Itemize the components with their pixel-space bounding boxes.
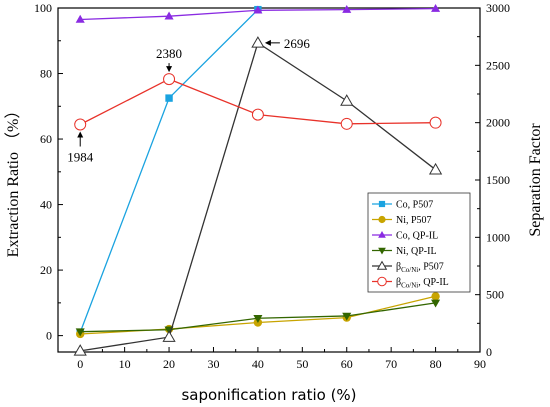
legend-box [367, 192, 471, 293]
x-tick-label: 80 [430, 357, 442, 371]
y-right-tick-label: 2500 [486, 58, 510, 72]
x-tick-label: 60 [341, 357, 353, 371]
y-right-tick-label: 1000 [486, 230, 510, 244]
legend-label: Co, QP-IL [396, 231, 438, 242]
y-left-tick-label: 60 [40, 132, 52, 146]
legend-swatch-marker [378, 231, 386, 238]
legend-swatch-marker [376, 260, 388, 270]
y-right-tick-label: 0 [486, 345, 492, 359]
data-point [75, 328, 85, 337]
series-co_qpil [75, 3, 441, 23]
data-point [431, 299, 441, 308]
y-right-tick-label: 3000 [486, 1, 510, 15]
y-left-axis-title: Extraction Ratio （%） [4, 103, 22, 258]
legend-item: βCo/Ni, P507 [372, 260, 444, 275]
legend-swatch-marker [378, 247, 386, 255]
x-tick-label: 30 [207, 357, 219, 371]
annotation-label: 2696 [284, 36, 311, 51]
legend-item: Co, QP-IL [372, 231, 438, 242]
data-point [431, 292, 440, 301]
data-point [342, 4, 352, 13]
x-tick-label: 40 [252, 357, 264, 371]
data-point [251, 36, 265, 48]
legend-label: βCo/Ni, P507 [396, 262, 444, 275]
axis-ticks: 0 10 20 30 40 50 60 70 80 90020406080100050010001… [34, 1, 510, 371]
data-point [253, 314, 263, 323]
legend-label: Ni, QP-IL [396, 246, 437, 257]
x-tick-label: 0 [77, 357, 83, 371]
data-point [253, 5, 263, 14]
annotation: 2380 [156, 46, 182, 73]
data-point [431, 3, 441, 12]
data-point [73, 344, 87, 356]
data-point [162, 330, 176, 342]
data-point [340, 94, 354, 106]
y-right-axis-title: Separation Factor [527, 123, 544, 237]
x-tick-label: 50 [296, 357, 308, 371]
data-point [251, 108, 264, 121]
data-point [342, 312, 352, 321]
legend-label: Co, P507 [396, 200, 433, 211]
y-left-tick-label: 40 [40, 198, 52, 212]
series-layer [73, 3, 443, 356]
data-point [163, 73, 176, 86]
annotation-arrowhead [264, 39, 271, 46]
annotation: 1984 [67, 131, 94, 165]
legend-swatch-marker [378, 200, 386, 208]
series-beta_qpil [74, 73, 442, 131]
legend-swatch-marker [378, 215, 386, 224]
y-left-tick-label: 100 [34, 1, 52, 15]
annotation: 2696 [264, 36, 311, 51]
y-right-tick-label: 2000 [486, 116, 510, 130]
legend-swatch-marker [377, 276, 387, 287]
annotations: 1984 2380 2696 [67, 36, 310, 165]
data-point [429, 116, 442, 129]
data-point [165, 94, 173, 102]
data-point [340, 117, 353, 130]
data-point [75, 14, 85, 23]
legend-item: βCo/Ni, QP-IL [372, 276, 449, 290]
data-point [164, 11, 174, 20]
series-ni_qpil [75, 299, 441, 337]
data-point [428, 162, 443, 175]
x-tick-label: 90 [474, 357, 486, 371]
legend-item: Co, P507 [372, 200, 433, 211]
x-tick-label: 10 [119, 357, 131, 371]
annotation-arrowhead [77, 131, 84, 138]
y-left-tick-label: 0 [46, 329, 52, 343]
x-tick-label: 20 [163, 357, 175, 371]
annotation-label: 1984 [67, 150, 94, 165]
x-axis-title: saponification ratio (%) [181, 386, 356, 404]
legend-label: Ni, P507 [396, 215, 432, 226]
y-left-tick-label: 80 [40, 67, 52, 81]
annotation-arrowhead [166, 66, 173, 73]
y-right-tick-label: 1500 [486, 173, 510, 187]
y-left-tick-label: 20 [40, 263, 52, 277]
x-tick-label: 70 [385, 357, 397, 371]
annotation-label: 2380 [156, 46, 182, 61]
legend: Co, P507 Ni, P507 Co, QP-IL Ni, QP-IL βCo/Ni… [367, 192, 471, 293]
legend-item: Ni, P507 [372, 215, 432, 226]
legend-label: βCo/Ni, QP-IL [396, 277, 449, 290]
legend-item: Ni, QP-IL [372, 246, 437, 257]
data-point [74, 118, 87, 131]
y-right-tick-label: 500 [486, 288, 504, 302]
